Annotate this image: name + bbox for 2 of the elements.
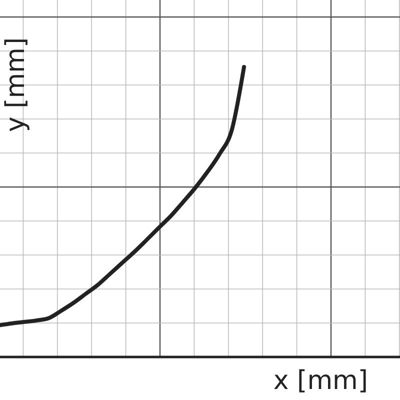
y-axis-title: y [mm] <box>1 37 31 132</box>
x-axis-title: x [mm] <box>273 366 368 396</box>
